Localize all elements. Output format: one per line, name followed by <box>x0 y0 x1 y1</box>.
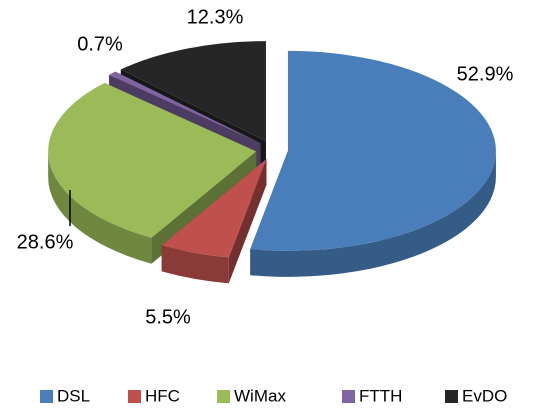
legend-label: EvDO <box>462 386 507 405</box>
data-label: 0.7% <box>77 33 123 55</box>
data-label: 12.3% <box>187 6 244 28</box>
slice-top <box>108 71 261 144</box>
data-label: 5.5% <box>145 306 191 328</box>
legend-swatch <box>342 390 355 403</box>
labels: 52.9% 5.5% 28.6% 0.7% 12.3% <box>17 6 514 328</box>
legend-label: DSL <box>57 386 90 405</box>
legend-label: HFC <box>145 386 180 405</box>
legend-swatch <box>128 390 141 403</box>
data-label: 28.6% <box>17 231 74 253</box>
slice-top <box>250 50 496 251</box>
slice-side <box>161 245 229 284</box>
legend-swatch <box>445 390 458 403</box>
pie <box>48 41 496 284</box>
legend-swatch <box>217 390 230 403</box>
slice-side <box>48 151 152 264</box>
slice-top <box>120 41 266 142</box>
slice <box>250 50 496 277</box>
data-label: 52.9% <box>457 63 514 85</box>
slice-top <box>161 159 267 258</box>
legend-swatch <box>40 390 53 403</box>
slice-side <box>250 150 496 277</box>
legend-label: WiMax <box>234 386 286 405</box>
legend-label: FTTH <box>359 386 402 405</box>
slice-top <box>48 82 257 238</box>
legend: DSL HFC WiMax FTTH EvDO <box>40 386 507 405</box>
slice <box>161 159 267 284</box>
